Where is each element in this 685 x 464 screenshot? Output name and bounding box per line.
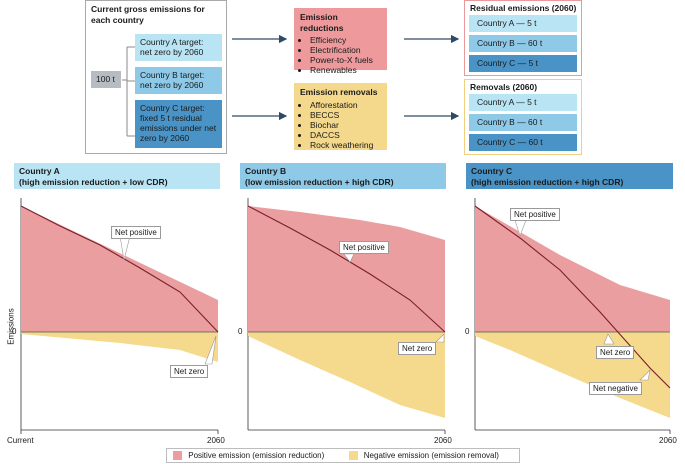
panel-b-title-line1: Country B xyxy=(245,166,287,176)
removals-2060-country-b-text: Country B — 60 t xyxy=(477,117,543,127)
panel-c-callout-pointer-3 xyxy=(639,369,651,381)
panel-a-callout-pointer-2 xyxy=(204,335,217,365)
panel-a-title: Country A (high emission reduction + low… xyxy=(14,163,220,189)
gross-emissions-title: Current gross emissions for each country xyxy=(91,4,205,25)
panel-c-net-zero-label: Net zero xyxy=(596,346,635,359)
panel-c-net-line xyxy=(474,205,671,389)
residual-frame xyxy=(464,0,582,76)
panel-b-net-zero-label: Net zero xyxy=(398,342,437,355)
legend-negative-swatch xyxy=(348,451,358,461)
panel-a-net-line xyxy=(20,205,219,333)
reductions-item: Power-to-X fuels xyxy=(310,55,381,65)
panel-b-negative-area xyxy=(248,332,445,418)
legend: Positive emission (emission reduction) N… xyxy=(166,448,520,463)
removals-item: BECCS xyxy=(310,110,381,120)
panel-a-title-line1: Country A xyxy=(19,166,60,176)
flow-arrows xyxy=(232,34,460,121)
panel-c-positive-area xyxy=(475,206,670,332)
removals-title: Emission removals xyxy=(300,87,378,97)
panel-b-title-line2: (low emission reduction + high CDR) xyxy=(245,176,394,187)
residual-country-b: Country B — 60 t xyxy=(469,35,577,52)
reductions-list: Efficiency Electrification Power-to-X fu… xyxy=(300,35,381,75)
target-country-c: Country C target: fixed 5 t residual emi… xyxy=(135,100,222,148)
reductions-item: Efficiency xyxy=(310,35,381,45)
removals-item: Biochar xyxy=(310,120,381,130)
panel-c-negative-area xyxy=(475,332,670,418)
panel-c-title-line2: (high emission reduction + high CDR) xyxy=(471,176,624,187)
legend-positive-swatch xyxy=(173,451,182,461)
panel-a-x-end-label: 2060 xyxy=(207,436,225,445)
panel-b-zero-label: 0 xyxy=(238,327,243,336)
residual-country-a-text: Country A — 5 t xyxy=(477,18,537,28)
panel-c-net-negative-label: Net negative xyxy=(589,382,642,395)
removals-list: Afforestation BECCS Biochar DACCS Rock w… xyxy=(300,100,381,150)
residual-country-c-text: Country C — 5 t xyxy=(477,58,538,68)
target-country-a: Country A target: net zero by 2060 xyxy=(135,34,222,61)
panel-a-zero-label: 0 xyxy=(12,327,17,336)
panel-c-title: Country C (high emission reduction + hig… xyxy=(466,163,673,189)
removals-2060-country-b: Country B — 60 t xyxy=(469,114,577,131)
panel-a-title-line2: (high emission reduction + low CDR) xyxy=(19,176,168,187)
panel-a-net-positive-label: Net positive xyxy=(111,226,161,239)
reductions-box: Emission reductions Efficiency Electrifi… xyxy=(294,8,387,75)
residual-country-b-text: Country B — 60 t xyxy=(477,38,543,48)
panel-b-positive-area xyxy=(248,206,445,332)
target-country-a-text: Country A target: net zero by 2060 xyxy=(140,37,204,57)
panel-c-x-end-label: 2060 xyxy=(659,436,677,445)
removals-2060-title: Removals (2060) xyxy=(470,82,538,92)
reductions-item: Electrification xyxy=(310,45,381,55)
reductions-item: Renewables xyxy=(310,65,381,75)
removals-box: Emission removals Afforestation BECCS Bi… xyxy=(294,83,387,150)
panel-a-positive-area xyxy=(21,206,218,332)
residual-country-a: Country A — 5 t xyxy=(469,15,577,32)
removals-item: Rock weathering xyxy=(310,140,381,150)
residual-country-c: Country C — 5 t xyxy=(469,55,577,72)
panel-b-x-end-label: 2060 xyxy=(434,436,452,445)
panel-c-title-line1: Country C xyxy=(471,166,513,176)
reductions-title: Emission reductions xyxy=(300,12,344,33)
bracket-lines xyxy=(122,46,135,137)
removals-item: Afforestation xyxy=(310,100,381,110)
removals-2060-country-c: Country C — 60 t xyxy=(469,134,577,151)
baseline-value: 100 t xyxy=(96,74,115,84)
panel-a-negative-area xyxy=(21,332,218,362)
panel-b-callout-pointer-2 xyxy=(435,333,445,343)
panel-c-zero-label: 0 xyxy=(465,327,470,336)
target-country-c-text: Country C target: fixed 5 t residual emi… xyxy=(140,103,217,143)
panel-b-chart xyxy=(247,198,446,434)
target-country-b-text: Country B target: net zero by 2060 xyxy=(140,70,205,90)
panel-c-net-positive-label: Net positive xyxy=(510,208,560,221)
removals-2060-frame xyxy=(464,79,582,155)
legend-positive-label: Positive emission (emission reduction) xyxy=(188,451,325,461)
panel-b-callout-pointer-1 xyxy=(343,253,355,263)
removals-2060-country-a-text: Country A — 5 t xyxy=(477,97,537,107)
panel-c-chart xyxy=(474,198,671,434)
panel-a-net-zero-label: Net zero xyxy=(170,365,209,378)
panel-b-net-positive-label: Net positive xyxy=(339,241,389,254)
removals-2060-country-c-text: Country C — 60 t xyxy=(477,137,543,147)
panel-b-title: Country B (low emission reduction + high… xyxy=(240,163,446,189)
legend-negative-label: Negative emission (emission removal) xyxy=(363,451,499,461)
removals-2060-country-a: Country A — 5 t xyxy=(469,94,577,111)
panel-a-chart xyxy=(20,198,219,434)
residual-title: Residual emissions (2060) xyxy=(470,3,577,13)
baseline-box: 100 t xyxy=(91,71,121,88)
removals-item: DACCS xyxy=(310,130,381,140)
panel-a-x-start-label: Current xyxy=(7,436,34,445)
target-country-b: Country B target: net zero by 2060 xyxy=(135,67,222,94)
panel-c-callout-pointer-2 xyxy=(603,333,615,345)
